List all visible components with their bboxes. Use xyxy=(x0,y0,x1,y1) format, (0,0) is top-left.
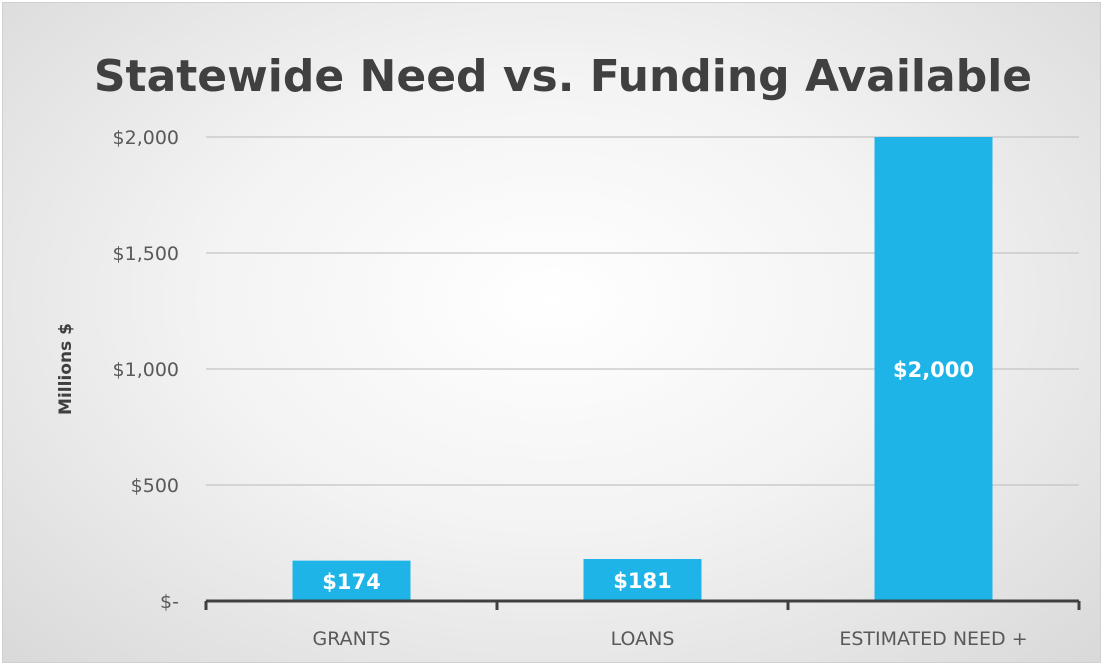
data-label: $2,000 xyxy=(893,358,974,382)
chart-title: Statewide Need vs. Funding Available xyxy=(94,51,1032,102)
x-axis xyxy=(204,599,1081,610)
y-tick-label: $- xyxy=(160,591,179,613)
x-tick-label: GRANTS xyxy=(312,628,390,650)
x-tick-label: ESTIMATED NEED + xyxy=(839,628,1027,650)
y-tick-label: $500 xyxy=(131,475,179,497)
x-tick-label: LOANS xyxy=(611,628,675,650)
bar-chart: Statewide Need vs. Funding Available Mil… xyxy=(56,51,1081,650)
bar xyxy=(583,559,702,601)
y-tick-label: $1,500 xyxy=(113,243,179,265)
data-labels: $174 $181 $2,000 xyxy=(322,358,974,594)
y-axis-ticks: $- $500 $1,000 $1,500 $2,000 xyxy=(113,127,179,613)
y-tick-label: $1,000 xyxy=(113,359,179,381)
y-tick-label: $2,000 xyxy=(113,127,179,149)
bars xyxy=(292,137,993,601)
data-label: $181 xyxy=(613,569,671,593)
x-axis-ticks: GRANTS LOANS ESTIMATED NEED + xyxy=(312,628,1027,650)
y-axis-label: Millions $ xyxy=(56,323,76,415)
bar xyxy=(874,137,993,601)
data-label: $174 xyxy=(322,570,380,594)
bar xyxy=(292,560,411,601)
